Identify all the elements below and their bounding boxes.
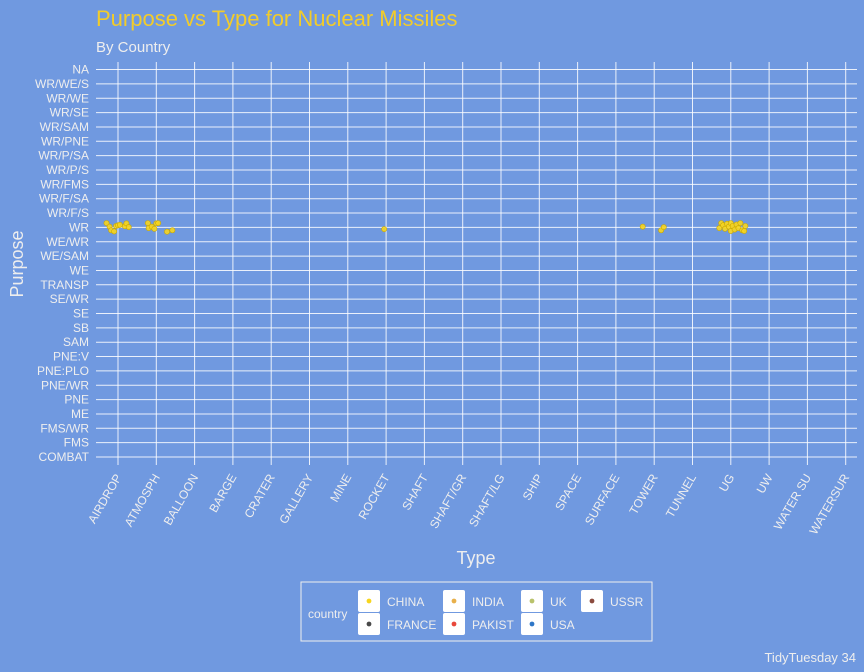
- x-tick-label: BALLOON: [161, 472, 201, 528]
- x-tick-label: WATER SU: [771, 472, 814, 533]
- x-tick-label: BARGE: [206, 472, 239, 515]
- legend-entry-label: UK: [550, 595, 567, 609]
- y-tick-label: FMS/WR: [40, 421, 89, 435]
- x-tick-label: SURFACE: [582, 472, 622, 528]
- legend-swatch: [589, 598, 595, 604]
- data-point: [155, 220, 162, 226]
- grid-layer: [96, 62, 857, 465]
- y-tick-label: FMS: [64, 436, 89, 450]
- legend-entry-label: PAKIST: [472, 618, 514, 632]
- x-tick-label: UW: [754, 471, 776, 496]
- y-tick-label: PNE:PLO: [37, 364, 89, 378]
- legend-swatch: [529, 598, 535, 604]
- x-axis-title: Type: [456, 548, 495, 568]
- data-point: [381, 226, 388, 233]
- legend-entry-label: USA: [550, 618, 575, 632]
- x-tick-label: CRATER: [241, 471, 278, 520]
- data-point: [151, 225, 158, 232]
- legend-swatch: [529, 621, 535, 627]
- legend-swatch: [451, 621, 457, 627]
- y-tick-label: WR/PNE: [41, 134, 89, 148]
- y-tick-label: WR/FMS: [40, 177, 89, 191]
- legend-swatch: [366, 621, 372, 627]
- x-tick-label: UG: [716, 472, 737, 495]
- y-tick-label: ME: [71, 407, 89, 421]
- x-tick-label: AIRDROP: [85, 472, 124, 526]
- chart-subtitle: By Country: [96, 39, 171, 56]
- y-tick-label: SE: [73, 307, 89, 321]
- y-axis-ticks: COMBATFMSFMS/WRMEPNEPNE/WRPNE:PLOPNE:VSA…: [35, 63, 90, 464]
- y-tick-label: SE/WR: [50, 292, 90, 306]
- data-point: [169, 227, 176, 234]
- y-tick-label: WR/P/S: [46, 163, 89, 177]
- x-tick-label: TUNNEL: [663, 471, 699, 520]
- data-point: [737, 220, 744, 226]
- y-tick-label: PNE:V: [53, 350, 89, 364]
- y-tick-label: WR/P/SA: [38, 149, 89, 163]
- y-tick-label: WE/SAM: [40, 249, 89, 263]
- data-point: [639, 223, 646, 230]
- x-tick-label: SHIP: [520, 472, 546, 503]
- legend-swatch: [366, 598, 372, 604]
- data-point: [660, 224, 667, 231]
- x-tick-label: ROCKET: [356, 471, 393, 522]
- y-tick-label: WR/SE: [50, 106, 89, 120]
- caption: TidyTuesday 34: [764, 650, 856, 665]
- points-layer: [103, 220, 749, 235]
- x-tick-label: SHAFT/GR: [427, 471, 470, 531]
- y-tick-label: WE: [70, 263, 89, 277]
- legend-swatch: [451, 598, 457, 604]
- x-tick-label: TOWER: [626, 471, 661, 517]
- y-tick-label: WR/SAM: [40, 120, 89, 134]
- legend-entry-label: USSR: [610, 595, 644, 609]
- y-tick-label: PNE: [64, 393, 89, 407]
- y-tick-label: WR/WE: [46, 91, 89, 105]
- x-tick-label: SPACE: [552, 472, 584, 513]
- data-point: [742, 223, 749, 229]
- y-tick-label: NA: [72, 63, 89, 77]
- y-tick-label: TRANSP: [40, 278, 89, 292]
- legend-entries: CHINA FRANCE INDIA PAKIST UK USA USSR: [358, 590, 644, 635]
- legend-box: [300, 581, 653, 642]
- x-tick-label: ATMOSPH: [122, 472, 163, 530]
- y-tick-label: SAM: [63, 335, 89, 349]
- y-tick-label: WR: [69, 220, 89, 234]
- x-tick-label: MINE: [327, 472, 354, 505]
- y-tick-label: COMBAT: [39, 450, 90, 464]
- x-tick-label: SHAFT: [399, 471, 431, 513]
- legend-entry-label: CHINA: [387, 595, 424, 609]
- data-point: [716, 225, 723, 232]
- x-tick-label: GALLERY: [276, 472, 316, 527]
- x-tick-label: WATERSUR: [807, 471, 853, 537]
- legend-entry-label: INDIA: [472, 595, 504, 609]
- legend-entry-label: FRANCE: [387, 618, 436, 632]
- y-tick-label: WR/WE/S: [35, 77, 89, 91]
- legend: country CHINA FRANCE INDIA PAKIST UK USA USSR: [300, 581, 653, 642]
- y-tick-label: WR/F/S: [47, 206, 89, 220]
- data-point: [741, 228, 748, 234]
- y-tick-label: WE/WR: [46, 235, 89, 249]
- legend-title: country: [308, 607, 347, 621]
- chart-title: Purpose vs Type for Nuclear Missiles: [96, 6, 458, 31]
- data-point: [164, 228, 170, 235]
- y-tick-label: WR/F/SA: [39, 192, 89, 206]
- x-tick-label: SHAFT/LG: [466, 472, 507, 530]
- data-point: [117, 221, 123, 228]
- y-tick-label: PNE/WR: [41, 378, 89, 392]
- y-axis-title: Purpose: [7, 230, 27, 297]
- y-tick-label: SB: [73, 321, 89, 335]
- data-point: [125, 224, 132, 231]
- data-point: [111, 228, 118, 235]
